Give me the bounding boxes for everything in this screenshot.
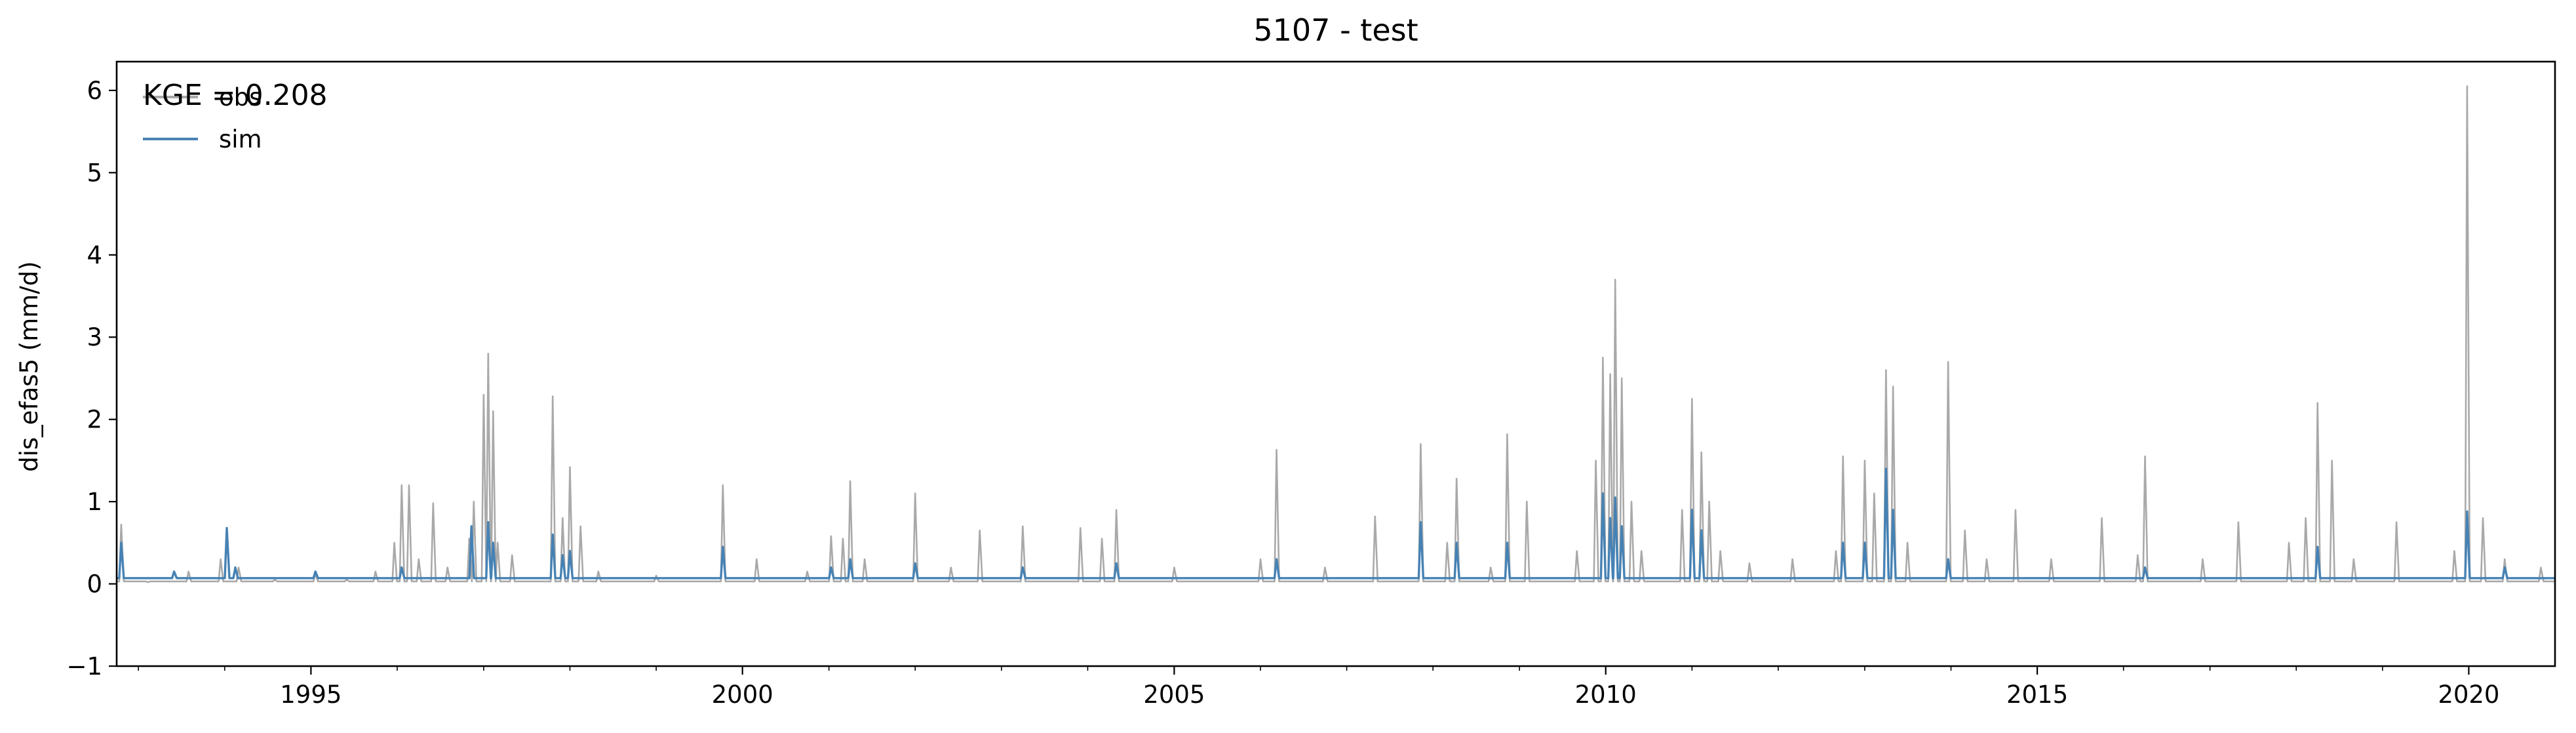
y-axis: −1 0 1 2 3 4 5 6 — [66, 77, 117, 681]
y-tick-label: 4 — [87, 241, 102, 269]
y-tick-label: 1 — [87, 488, 102, 516]
x-tick-label: 2010 — [1575, 681, 1637, 709]
plot-frame — [115, 60, 2556, 667]
y-tick-label: −1 — [66, 652, 102, 681]
y-tick-label: 6 — [87, 77, 102, 105]
series-line-obs — [117, 85, 2555, 584]
x-tick-label: 2015 — [2006, 681, 2068, 709]
kge-annotation: KGE = 0.208 — [143, 79, 328, 112]
x-tick-label: 2020 — [2438, 681, 2499, 709]
legend-label-obs: obs — [219, 83, 262, 111]
legend-label-sim: sim — [219, 125, 262, 153]
x-tick-label: 1995 — [280, 681, 342, 709]
chart-title: 5107 - test — [1253, 12, 1418, 48]
y-tick-label: 3 — [87, 323, 102, 351]
series-line-sim — [117, 467, 2555, 580]
series-layer — [117, 85, 2555, 584]
y-tick-label: 5 — [87, 159, 102, 187]
y-tick-label: 2 — [87, 406, 102, 434]
x-tick-label: 2000 — [712, 681, 773, 709]
legend: obs sim — [143, 83, 262, 153]
x-tick-label: 2005 — [1143, 681, 1205, 709]
y-axis-label: dis_efas5 (mm/d) — [15, 261, 43, 472]
x-axis: 1995 2000 2005 2010 2015 2020 — [138, 666, 2499, 709]
y-tick-label: 0 — [87, 570, 102, 599]
